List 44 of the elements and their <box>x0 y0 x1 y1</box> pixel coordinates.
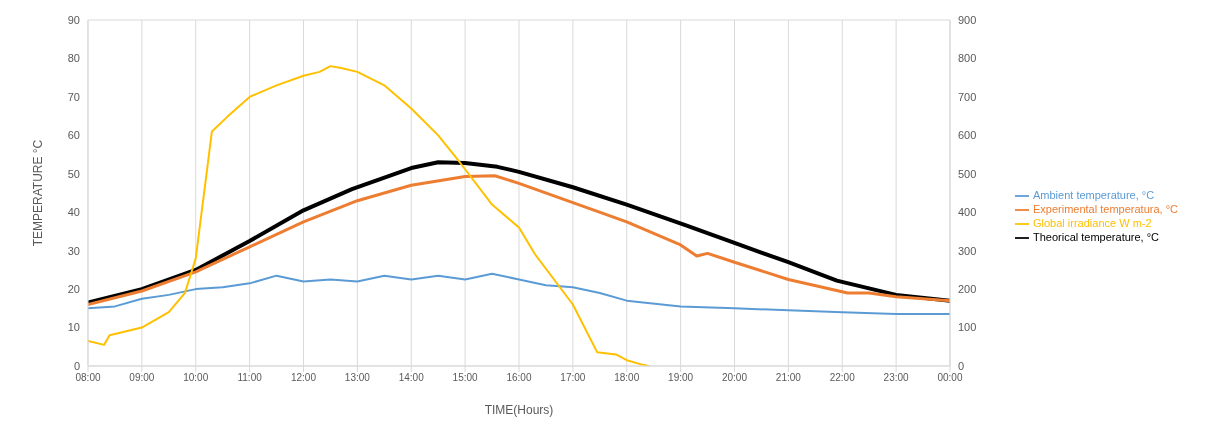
y2-tick-label: 800 <box>957 52 977 65</box>
y-tick-label: 30 <box>67 244 80 257</box>
y2-tick-label: 100 <box>957 321 977 334</box>
y2-tick-label: 300 <box>957 244 977 257</box>
x-tick-label: 14:00 <box>398 372 425 384</box>
x-tick-label: 08:00 <box>75 372 101 384</box>
y-tick-label: 50 <box>67 167 80 180</box>
x-tick-label: 19:00 <box>668 372 694 384</box>
line-series <box>88 272 950 316</box>
legend-label: Ambient temperature, °C <box>1032 188 1155 201</box>
x-axis-title: TIME(Hours) <box>484 403 554 417</box>
legend-label: Theorical temperature, °C <box>1032 231 1160 244</box>
x-tick-label: 11:00 <box>237 372 263 384</box>
x-tick-label: 21:00 <box>775 372 802 384</box>
x-tick-label: 16:00 <box>506 372 532 384</box>
y-tick-label: 40 <box>67 206 80 219</box>
y-tick-label: 0 <box>73 359 80 372</box>
legend-label: Experimental temperatura, °C <box>1032 202 1178 215</box>
y-tick-label: 80 <box>67 52 80 65</box>
y-tick-label: 20 <box>67 283 80 296</box>
y2-tick-label: 900 <box>957 13 977 26</box>
y-tick-label: 60 <box>67 129 80 142</box>
x-tick-label: 20:00 <box>721 372 748 384</box>
x-tick-label: 18:00 <box>614 372 640 384</box>
x-tick-label: 17:00 <box>560 372 586 384</box>
y2-tick-label: 500 <box>957 167 977 180</box>
y2-tick-label: 0 <box>957 359 965 372</box>
x-tick-label: 00:00 <box>937 372 963 384</box>
y-tick-label: 90 <box>67 13 80 26</box>
x-tick-label: 10:00 <box>183 372 209 384</box>
y-tick-label: 10 <box>67 321 80 334</box>
x-tick-label: 12:00 <box>290 372 317 384</box>
y2-tick-label: 700 <box>957 90 977 103</box>
y2-tick-label: 400 <box>957 206 977 219</box>
y-axis-title: TEMPERATURE °C <box>31 139 46 247</box>
x-tick-label: 22:00 <box>829 372 856 384</box>
x-tick-label: 23:00 <box>883 372 910 384</box>
x-tick-label: 09:00 <box>129 372 155 384</box>
x-tick-label: 13:00 <box>344 372 371 384</box>
y-tick-label: 70 <box>67 90 80 103</box>
y2-tick-label: 600 <box>957 129 977 142</box>
x-tick-label: 15:00 <box>452 372 479 384</box>
legend-label: Global irradiance W m-2 <box>1032 217 1152 229</box>
y2-tick-label: 200 <box>957 283 977 296</box>
